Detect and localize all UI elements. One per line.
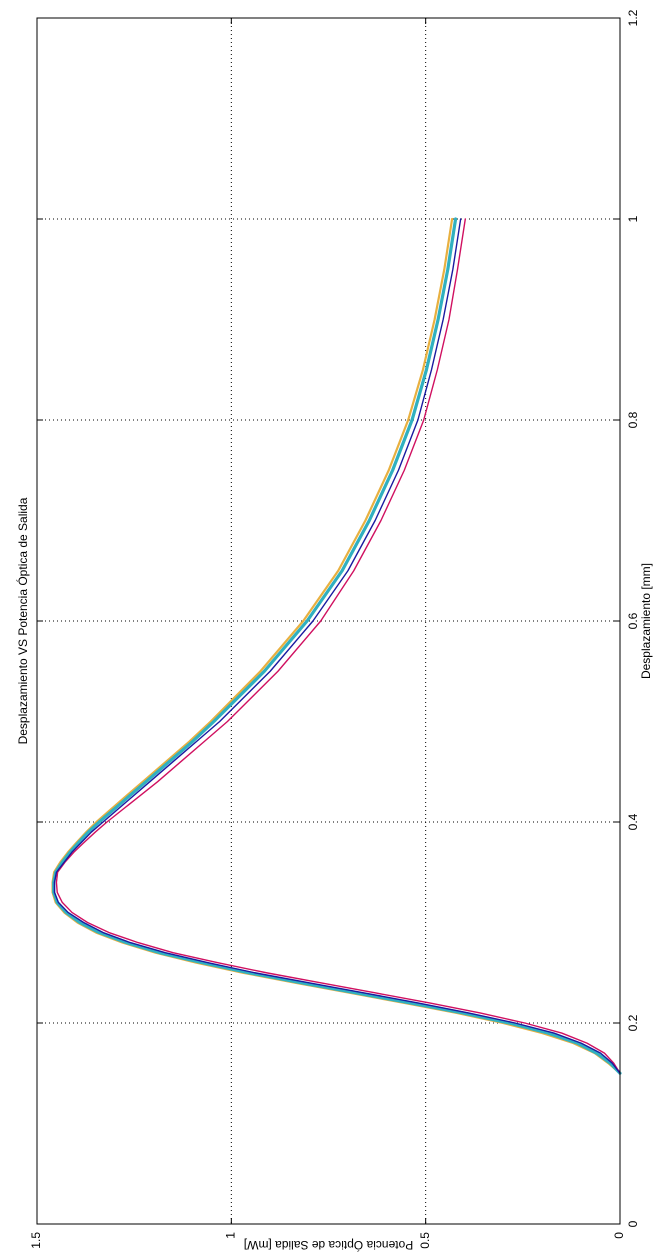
plot-area — [37, 18, 620, 1224]
y-tick-label: 1 — [224, 1232, 238, 1239]
x-tick-label: 0.2 — [626, 1014, 640, 1031]
x-tick-label: 0.6 — [626, 612, 640, 629]
x-tick-label: 0.8 — [626, 411, 640, 428]
chart-title: Desplazamiento VS Potencia Óptica de Sal… — [15, 497, 30, 744]
x-tick-label: 0.4 — [626, 813, 640, 830]
x-axis-label: Desplazamiento [mm] — [639, 563, 653, 679]
series-line-2 — [55, 218, 621, 1074]
x-tick-label: 1.2 — [626, 9, 640, 26]
x-tick-label: 0 — [626, 1220, 640, 1227]
y-tick-label: 0.5 — [418, 1232, 432, 1249]
y-axis-label: Potencia Óptica de Salida [mW] — [244, 1238, 413, 1253]
y-tick-label: 0 — [612, 1232, 626, 1239]
grid-lines — [37, 18, 620, 1224]
series-line-1 — [53, 218, 621, 1074]
y-tick-label: 1.5 — [29, 1232, 43, 1249]
x-tick-label: 1 — [626, 215, 640, 222]
series-line-3 — [52, 217, 622, 1075]
